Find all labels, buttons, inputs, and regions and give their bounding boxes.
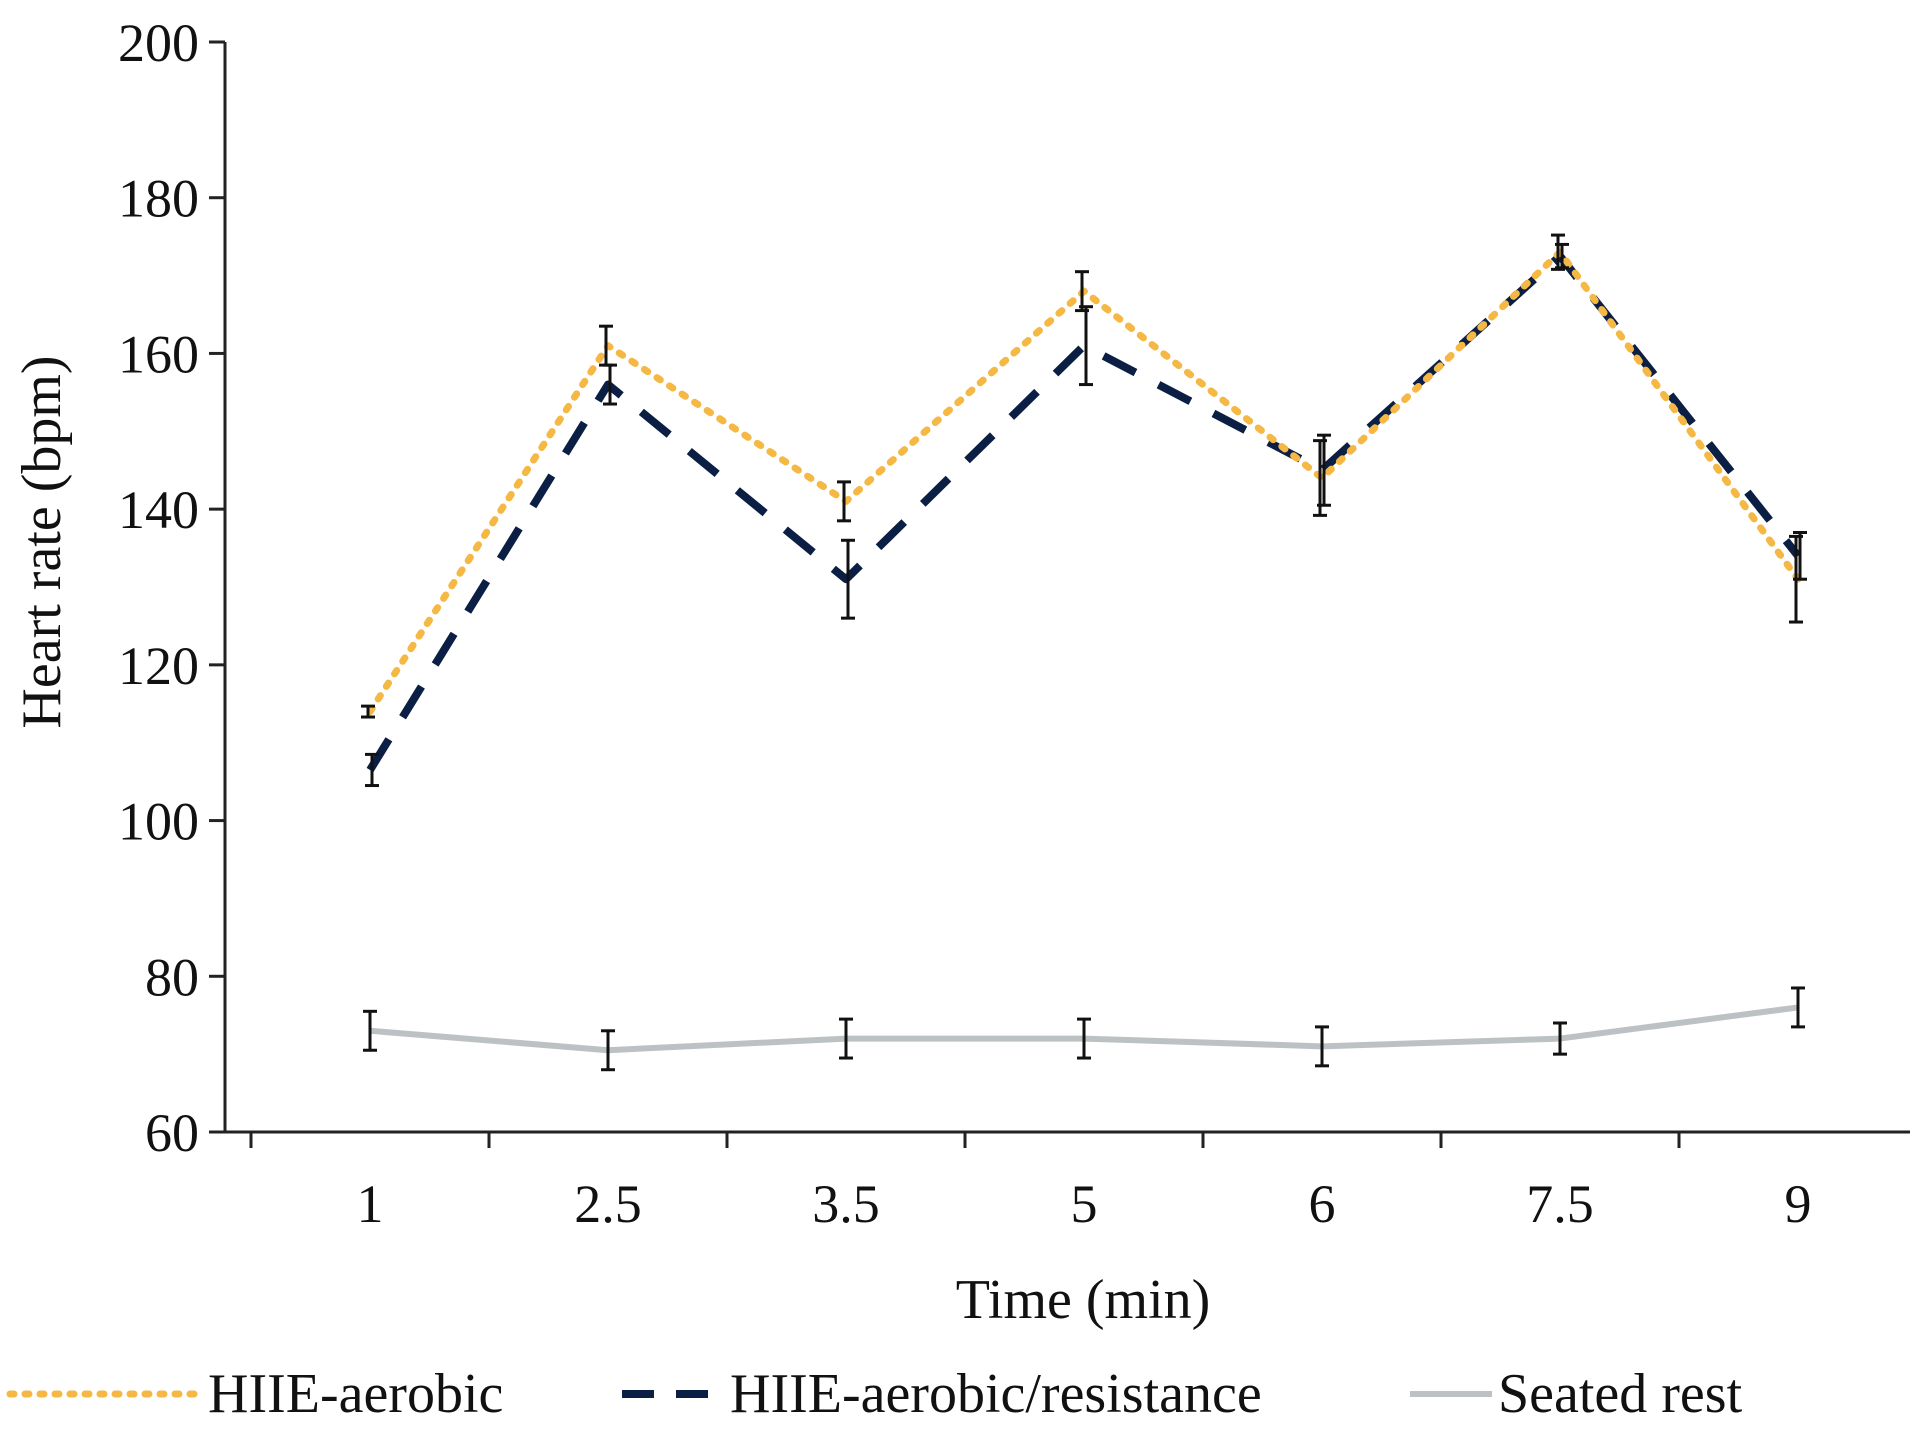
y-tick-label: 160 — [118, 324, 199, 384]
x-axis-title: Time (min) — [956, 1269, 1211, 1331]
error-bar-seated-rest — [839, 1017, 853, 1060]
error-bar-seated-rest — [1315, 1025, 1329, 1068]
x-axis: 1 2.5 3.5 5 6 7.5 9 — [225, 1130, 1910, 1234]
error-bar-seated-rest — [1553, 1021, 1567, 1056]
error-bar-seated-rest — [363, 1009, 377, 1052]
x-tick-label: 6 — [1309, 1174, 1336, 1234]
x-tick-label: 1 — [357, 1174, 384, 1234]
x-tick-label: 2.5 — [574, 1174, 642, 1234]
y-tick-label: 120 — [118, 636, 199, 696]
y-tick-label: 100 — [118, 792, 199, 852]
legend-label: HIIE-aerobic/resistance — [730, 1363, 1262, 1425]
series-line-hiie-aerobic — [366, 248, 1802, 716]
error-bar-hiie-aerobic — [1551, 233, 1565, 271]
legend-item-hiie-aerobic-resistance: HIIE-aerobic/resistance — [622, 1363, 1262, 1425]
error-bar-hiie-aerobic — [1075, 270, 1089, 313]
error-bar-hiie-aerobic — [1313, 439, 1327, 517]
error-bar-hiie-aerobic — [1789, 534, 1803, 624]
legend-item-seated-rest: Seated rest — [1410, 1363, 1743, 1425]
plot-area — [361, 233, 1807, 1072]
x-tick-label: 3.5 — [812, 1174, 880, 1234]
legend: HIIE-aerobic HIIE-aerobic/resistance Seate… — [6, 1363, 1743, 1425]
y-tick-label: 200 — [118, 13, 199, 73]
legend-label: HIIE-aerobic — [208, 1363, 503, 1425]
error-bar-hiie-aerobic — [599, 324, 613, 367]
error-bar-hiie-aerobic-resistance — [841, 538, 855, 620]
error-bar-hiie-aerobic — [361, 704, 375, 719]
error-bar-seated-rest — [1791, 986, 1805, 1029]
y-tick-label: 180 — [118, 169, 199, 229]
legend-item-hiie-aerobic: HIIE-aerobic — [6, 1363, 503, 1425]
error-bar-hiie-aerobic — [837, 480, 851, 523]
y-axis: 60 80 100 120 140 160 180 200 — [118, 13, 227, 1163]
series-line-hiie-aerobic-resistance — [366, 252, 1802, 773]
error-bar-seated-rest — [601, 1029, 615, 1072]
error-bar-hiie-aerobic-resistance — [1079, 305, 1093, 387]
x-tick-label: 5 — [1071, 1174, 1098, 1234]
y-axis-title: Heart rate (bpm) — [11, 355, 73, 728]
x-tick-label: 9 — [1785, 1174, 1812, 1234]
x-tick-label: 7.5 — [1526, 1174, 1594, 1234]
error-bar-seated-rest — [1077, 1017, 1091, 1060]
y-tick-label: 60 — [145, 1103, 199, 1163]
y-tick-label: 80 — [145, 947, 199, 1007]
y-tick-label: 140 — [118, 480, 199, 540]
error-bar-hiie-aerobic-resistance — [365, 752, 379, 788]
legend-label: Seated rest — [1498, 1363, 1743, 1425]
